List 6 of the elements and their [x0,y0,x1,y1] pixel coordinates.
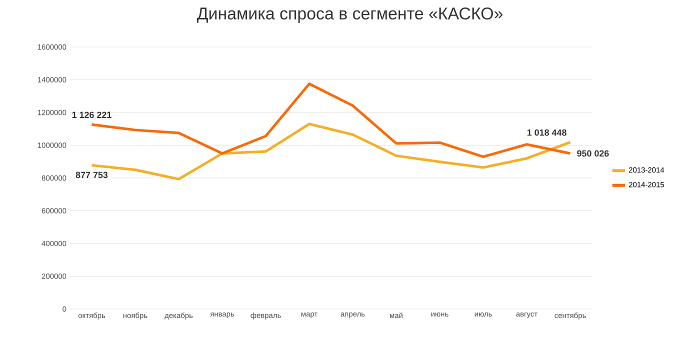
data-label: 950 026 [577,150,609,157]
data-label: 1 126 221 [72,112,112,118]
chart-title: Динамика спроса в сегменте «КАСКО» [196,8,503,23]
data-label: 1 018 448 [527,129,566,136]
line-series [90,122,572,180]
data-label: 877 753 [76,172,108,178]
